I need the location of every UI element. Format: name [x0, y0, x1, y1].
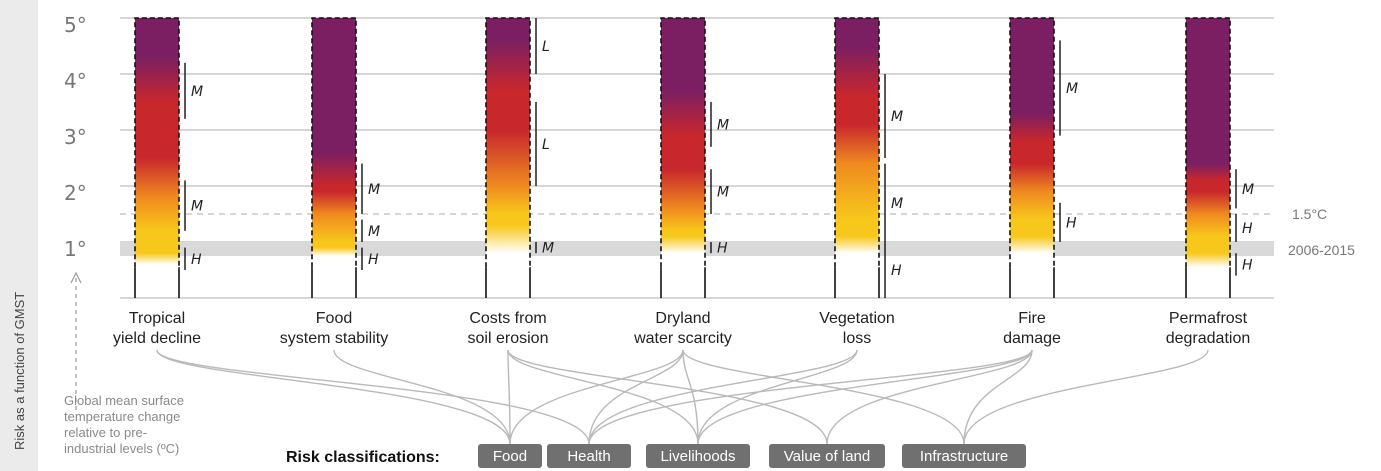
- risk-gradient-bar: [1010, 18, 1054, 268]
- hazard-name-line: Dryland: [655, 310, 710, 327]
- reference-line-label: 1.5°C: [1292, 206, 1327, 222]
- hazard-category-link: [963, 349, 1033, 445]
- hazard-name-line: degradation: [1166, 330, 1251, 347]
- hazard-name-line: Fire: [1018, 310, 1046, 327]
- risk-gradient-bar: [486, 18, 530, 268]
- bar-outline: [660, 17, 706, 268]
- confidence-label: H: [191, 252, 202, 268]
- hazard-category-link: [156, 349, 511, 445]
- hazard-name-line: damage: [1003, 330, 1061, 347]
- confidence-label: M: [368, 182, 380, 198]
- bar-outline: [1185, 17, 1231, 268]
- category-box: [547, 444, 631, 468]
- category-label: Health: [567, 448, 610, 465]
- risk-gradient-bar: [312, 18, 356, 268]
- axis-note-line-3: relative to pre-: [64, 425, 147, 440]
- tick-5: 5°: [64, 13, 87, 37]
- hazard-name-line: soil erosion: [468, 330, 549, 347]
- hazard-name-line: loss: [843, 330, 871, 347]
- tick-2: 2°: [64, 181, 87, 205]
- hazard-name-line: Food: [316, 310, 352, 327]
- hazard-category-link: [697, 349, 1033, 445]
- confidence-label: H: [1066, 215, 1077, 231]
- hazard-name-line: Permafrost: [1169, 310, 1248, 327]
- category-links: [156, 349, 1209, 445]
- risk-gradient-bar: [1186, 18, 1230, 268]
- category-box: [902, 444, 1026, 468]
- tick-1: 1°: [64, 237, 87, 261]
- category-label: Livelihoods: [660, 448, 735, 465]
- hazard-category-link: [509, 349, 684, 445]
- side-label: Risk as a function of GMST: [12, 292, 27, 450]
- risk-gradient-bar: [135, 18, 179, 268]
- bar-outline: [134, 17, 180, 268]
- confidence-label: M: [191, 84, 203, 100]
- confidence-label: L: [542, 137, 550, 153]
- confidence-label: H: [1242, 257, 1253, 273]
- hazard-category-link: [826, 349, 1033, 445]
- hazard-category-link: [682, 349, 699, 445]
- hazard-category-link: [507, 349, 828, 445]
- hazard-name-line: yield decline: [113, 330, 201, 347]
- hazard-name-line: Costs from: [469, 310, 546, 327]
- category-label: Food: [493, 448, 527, 465]
- hazard-category-link: [697, 349, 858, 445]
- hazard-category-link: [507, 349, 511, 445]
- legend-title: Risk classifications:: [286, 449, 440, 466]
- confidence-label: H: [1242, 221, 1253, 237]
- side-label-strip: [0, 0, 38, 471]
- risk-gradient-bar: [661, 18, 705, 268]
- hazard-labels: Tropical yield decline Food system stabilit…: [113, 310, 1250, 347]
- hazard-category-link: [588, 349, 1033, 445]
- hazard-name-line: water scarcity: [633, 330, 732, 347]
- confidence-label: M: [717, 185, 729, 201]
- confidence-label: M: [191, 199, 203, 215]
- hazard-category-link: [333, 349, 511, 445]
- category-label: Infrastructure: [920, 448, 1008, 465]
- axis-note-line-4: industrial levels (ºC): [64, 441, 179, 456]
- confidence-label: L: [542, 39, 550, 55]
- axis-note-line-1: Global mean surface: [64, 393, 184, 408]
- bar-outline: [1009, 17, 1055, 268]
- axis-note-line-2: temperature change: [64, 409, 180, 424]
- confidence-label: H: [717, 241, 728, 257]
- tick-4: 4°: [64, 69, 87, 93]
- confidence-label: M: [717, 117, 729, 133]
- hazard-name-line: Vegetation: [819, 310, 895, 327]
- bar-outline: [311, 17, 357, 268]
- category-box: [478, 444, 542, 468]
- reference-band-label: 2006-2015: [1288, 242, 1355, 258]
- hazard-category-link: [507, 349, 699, 445]
- confidence-label: M: [1066, 81, 1078, 97]
- category-boxes: Food Health Livelihoods Value of land Infras…: [478, 444, 1026, 468]
- confidence-label: M: [542, 241, 554, 257]
- bar-outline: [834, 17, 880, 268]
- confidence-label: M: [1242, 182, 1254, 198]
- tick-3: 3°: [64, 125, 87, 149]
- hazard-name-line: system stability: [280, 330, 388, 347]
- hazard-category-link: [156, 349, 590, 445]
- hazard-category-link: [963, 349, 1209, 445]
- category-box: [646, 444, 750, 468]
- hazard-category-link: [682, 349, 965, 445]
- reference-markers: 1.5°C 2006-2015: [120, 206, 1355, 258]
- hazard-name-line: Tropical: [129, 310, 185, 327]
- confidence-label: M: [891, 196, 903, 212]
- confidence-label: H: [891, 263, 902, 279]
- axis-arrow-head: [70, 271, 82, 284]
- hazard-category-link: [588, 349, 684, 445]
- confidence-label: H: [368, 252, 379, 268]
- category-label: Value of land: [784, 448, 870, 465]
- confidence-label: M: [891, 109, 903, 125]
- confidence-label: M: [368, 224, 380, 240]
- category-box: [769, 444, 885, 468]
- bar-outline: [485, 17, 531, 268]
- risk-legend: Risk classifications: Food Health Liveliho…: [286, 444, 1026, 468]
- risk-gradient-bar: [835, 18, 879, 268]
- hazard-category-link: [588, 349, 858, 445]
